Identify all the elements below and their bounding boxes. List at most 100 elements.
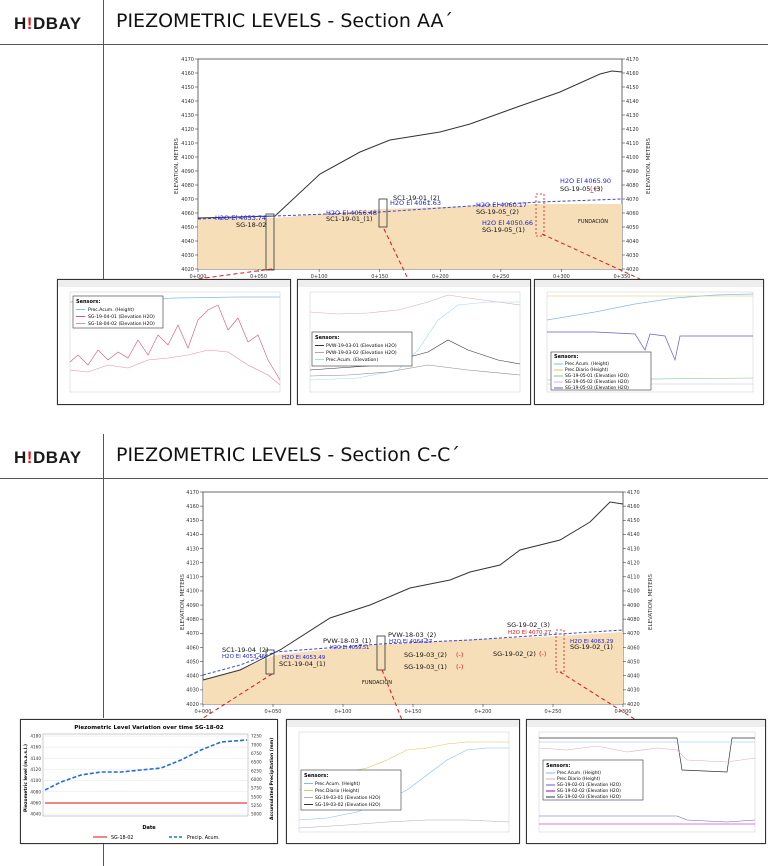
terrain-line	[202, 501, 624, 681]
sensor-panel-pvw-18-03[interactable]: Sensors: Prec.Acum. (Height) Prec.Diario…	[286, 719, 520, 844]
y-tick-label: 4170	[627, 490, 640, 496]
y-tick-label: 4180	[30, 734, 41, 739]
y-tick-label: 4050	[627, 659, 640, 665]
water-table-line	[202, 629, 624, 676]
y-tick-label: 4080	[626, 183, 639, 189]
profile-annotation: H2O El 4050.66	[482, 219, 533, 227]
legend-item: Prec.Diario (Height)	[565, 367, 608, 373]
y-tick-label: 4070	[626, 197, 639, 203]
profile-annotation: PVW-18-03_(1)	[323, 637, 371, 645]
profile-annotation: SG-18-02	[236, 221, 266, 229]
y-tick-label: 4050	[626, 225, 639, 231]
chart-panel-sg-18-02[interactable]: Piezometric Level Variation over time SG…	[20, 719, 278, 844]
profile-annotation: SC1-19-04_(2)	[222, 646, 269, 654]
profile-annotation: (-)	[456, 651, 463, 659]
profile-annotation: FUNDACIÓN	[362, 679, 392, 686]
header-divider	[103, 434, 104, 478]
profile-annotation: H2O El 4053.49	[282, 655, 326, 661]
y-tick-label: 4090	[627, 603, 640, 609]
profile-annotation: SG-19-03_(1)	[404, 663, 447, 671]
well-sg-19-05[interactable]	[535, 193, 545, 237]
foundation-fill	[198, 204, 622, 269]
profile-annotation: H2O El 4053.74	[215, 214, 266, 222]
y-axis-label-right: ELEVATION, METERS	[646, 137, 652, 194]
chart-y2-axis: 7250 7000 6750 6500 6250 6000 5750 5500 5250 5000	[251, 734, 262, 817]
legend-item: SG-19-04-01 (Elevation H2O)	[88, 314, 155, 320]
y-tick-label: 4150	[181, 85, 194, 91]
y2-tick-label: 6250	[251, 768, 262, 773]
well-sg-18-02[interactable]	[265, 213, 275, 271]
profile-annotation: H2O El 4059.51	[330, 645, 369, 651]
well-pvw-18-03[interactable]	[376, 635, 386, 671]
sensor-panel-sc1-19-01[interactable]: Sensors: PVW-19-03-01 (Elevation H2O) PV…	[297, 279, 531, 405]
y-tick-label: 4080	[30, 789, 41, 794]
profile-annotation: SG-19-05_(1)	[482, 226, 525, 234]
profile-annotation: FUNDACIÓN	[578, 218, 608, 225]
y-tick-label: 4160	[627, 504, 640, 510]
profile-annotation: (+)	[590, 185, 601, 193]
link-line	[559, 671, 637, 721]
profile-annotation: H2O El 4053.45	[222, 654, 266, 660]
x-tick-label: 0+300	[615, 709, 632, 715]
legend-item: PVW-19-03-02 (Elevation H2O)	[326, 350, 397, 356]
y-tick-label: 4130	[186, 546, 199, 552]
x-tick-label: 0+200	[475, 709, 492, 715]
link-line	[381, 669, 403, 721]
profile-annotation: PVW-18-03_(2)	[388, 631, 436, 639]
y-tick-label: 4170	[626, 57, 639, 63]
legend-item: SG-19-03-01 (Elevation H2O)	[315, 795, 381, 801]
profile-annotation: SC1-19-01_(1)	[326, 215, 373, 223]
left-rule	[103, 842, 104, 866]
x-tick-label: 0+300	[553, 274, 570, 280]
y-axis-label-right: ELEVATION, METERS	[648, 573, 654, 630]
well-sc1-19-01[interactable]	[378, 198, 388, 228]
section-a-header: H!DBAY PIEZOMETRIC LEVELS - Section AA´	[0, 0, 768, 45]
y-tick-label: 4110	[181, 141, 194, 147]
legend-item: SG-19-05-01 (Elevation H2O)	[565, 373, 629, 379]
y-tick-label: 4140	[30, 756, 41, 761]
legend-box	[311, 331, 413, 367]
legend-item: SG-18-02	[111, 835, 133, 841]
y-tick-label: 4030	[181, 253, 194, 259]
legend-box	[550, 351, 652, 391]
y-tick-label: 4020	[181, 267, 194, 273]
x-axis: 0+000 0+050 0+100 0+150 0+200 0+250 0+300	[195, 704, 632, 715]
y-tick-label: 4100	[627, 589, 640, 595]
legend-item: SG-18-04-02 (Elevation H2O)	[88, 321, 155, 327]
sensor-panel-sg-18-02[interactable]: Sensors: Prec.Acum. (Height) SG-19-04-01…	[57, 279, 291, 405]
y-tick-label: 4100	[186, 589, 199, 595]
water-table-line	[197, 198, 623, 220]
legend-item: Prec.Acum. (Height)	[315, 781, 360, 787]
y-tick-label: 4060	[627, 645, 640, 651]
section-c-header: H!DBAY PIEZOMETRIC LEVELS - Section C-C´	[0, 434, 768, 479]
y2-tick-label: 5250	[251, 803, 262, 808]
x-tick-label: 0+250	[545, 709, 562, 715]
x-tick-label: 0+100	[335, 709, 352, 715]
y-tick-label: 4150	[186, 518, 199, 524]
x-tick-label: 0+100	[311, 274, 328, 280]
terrain-line	[197, 70, 623, 219]
y-tick-label: 4070	[181, 197, 194, 203]
profile-annotation: SG-19-05_(3)	[560, 185, 603, 193]
x-tick-label: 0+000	[195, 709, 212, 715]
profile-annotation: SG-19-02_(3)	[507, 621, 550, 629]
section-c-profile: 4170 4160 4150 4140 4130 4120 4110 4100 4090 4080…	[180, 490, 654, 721]
y-tick-label: 4060	[181, 211, 194, 217]
legend-item: Prec.Acum. (Height)	[88, 307, 134, 313]
y-tick-label: 4170	[186, 490, 199, 496]
y-tick-label: 4100	[30, 778, 41, 783]
legend-item: SG-19-02-01 (Elevation H2O)	[557, 782, 621, 788]
y-tick-label: 4130	[627, 546, 640, 552]
y-tick-label: 4030	[627, 688, 640, 694]
y-tick-label: 4110	[627, 575, 640, 581]
sensor-panel-sg-19-02[interactable]: Sensors: Prec.Acum. (Height) Prec.Diario…	[526, 719, 766, 844]
y-tick-label: 4070	[627, 631, 640, 637]
sensor-panel-sg-19-05[interactable]: Sensors: Prec.Acum. (Height) Prec.Diario…	[534, 279, 764, 405]
chart-y2label: Accumulated Precipitation (mm)	[269, 738, 275, 820]
y-tick-label: 4110	[626, 141, 639, 147]
profile-annotation: H2O El 4063.29	[570, 639, 614, 645]
y-axis-left: 4170 4160 4150 4140 4130 4120 4110 4100 4090 4080…	[181, 57, 198, 273]
well-sc1-19-04[interactable]	[265, 649, 275, 675]
header-divider	[103, 0, 104, 44]
